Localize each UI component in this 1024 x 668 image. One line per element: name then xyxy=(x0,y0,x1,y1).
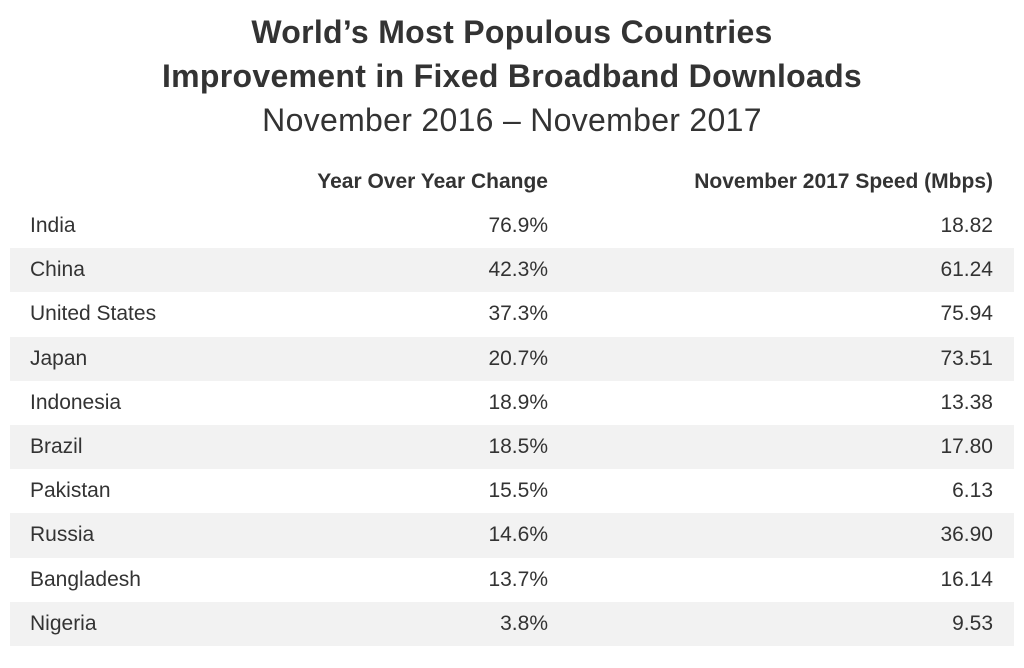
yoy-change-cell: 76.9% xyxy=(488,214,548,237)
yoy-change-cell: 37.3% xyxy=(488,302,548,326)
table-row: Brazil 18.5% 17.80 xyxy=(10,424,1014,470)
chart-title-block: World’s Most Populous Countries Improvem… xyxy=(0,10,1024,142)
speed-cell: 9.53 xyxy=(952,611,993,635)
speed-cell: 73.51 xyxy=(940,346,993,370)
country-cell: Brazil xyxy=(30,434,83,458)
yoy-change-cell: 3.8% xyxy=(500,611,548,635)
country-cell: Russia xyxy=(30,523,95,547)
speed-cell: 36.90 xyxy=(940,523,993,547)
chart-title: World’s Most Populous Countries xyxy=(251,14,773,50)
yoy-change-cell: 42.3% xyxy=(488,258,548,282)
chart-title-line2: Improvement in Fixed Broadband Downloads xyxy=(161,58,863,94)
yoy-change-cell: 14.6% xyxy=(488,523,548,547)
table-row: Nigeria 3.8% 9.53 xyxy=(10,601,1014,646)
yoy-change-cell: 20.7% xyxy=(488,346,548,370)
column-header-yoy-change: Year Over Year Change xyxy=(317,170,548,193)
speed-cell: 18.82 xyxy=(940,214,993,237)
table-row: Indonesia 18.9% 13.38 xyxy=(10,381,1014,425)
country-cell: Pakistan xyxy=(30,479,111,503)
yoy-change-cell: 18.5% xyxy=(488,434,548,458)
table-body: India 76.9% 18.82 China 42.3% 61.24 United Sta… xyxy=(10,204,1014,646)
table-row: United States 37.3% 75.94 xyxy=(10,292,1014,336)
speed-cell: 6.13 xyxy=(952,479,993,503)
country-cell: Japan xyxy=(30,346,88,370)
yoy-change-cell: 15.5% xyxy=(488,479,548,503)
speed-cell: 75.94 xyxy=(940,302,993,326)
speed-cell: 61.24 xyxy=(940,258,993,282)
country-cell: Bangladesh xyxy=(30,567,141,591)
country-cell: Nigeria xyxy=(30,611,97,635)
table-row: China 42.3% 61.24 xyxy=(10,248,1014,293)
table-header-row: Year Over Year Change November 2017 Spee… xyxy=(10,160,1014,204)
column-header-speed: November 2017 Speed (Mbps) xyxy=(694,170,993,193)
speed-cell: 13.38 xyxy=(940,390,993,414)
table-row: Pakistan 15.5% 6.13 xyxy=(10,469,1014,513)
country-cell: China xyxy=(30,258,85,282)
yoy-change-cell: 13.7% xyxy=(488,567,548,591)
chart-subtitle: November 2016 – November 2017 xyxy=(262,102,762,138)
speed-cell: 16.14 xyxy=(940,567,993,591)
table-row: Japan 20.7% 73.51 xyxy=(10,336,1014,381)
table-row: Russia 14.6% 36.90 xyxy=(10,513,1014,558)
country-cell: Indonesia xyxy=(30,390,122,414)
country-cell: India xyxy=(30,214,76,237)
yoy-change-cell: 18.9% xyxy=(488,390,548,414)
country-cell: United States xyxy=(30,302,157,326)
data-table: Year Over Year Change November 2017 Spee… xyxy=(10,160,1014,646)
table-row: Bangladesh 13.7% 16.14 xyxy=(10,558,1014,602)
speed-cell: 17.80 xyxy=(940,434,993,458)
table-row: India 76.9% 18.82 xyxy=(10,204,1014,248)
